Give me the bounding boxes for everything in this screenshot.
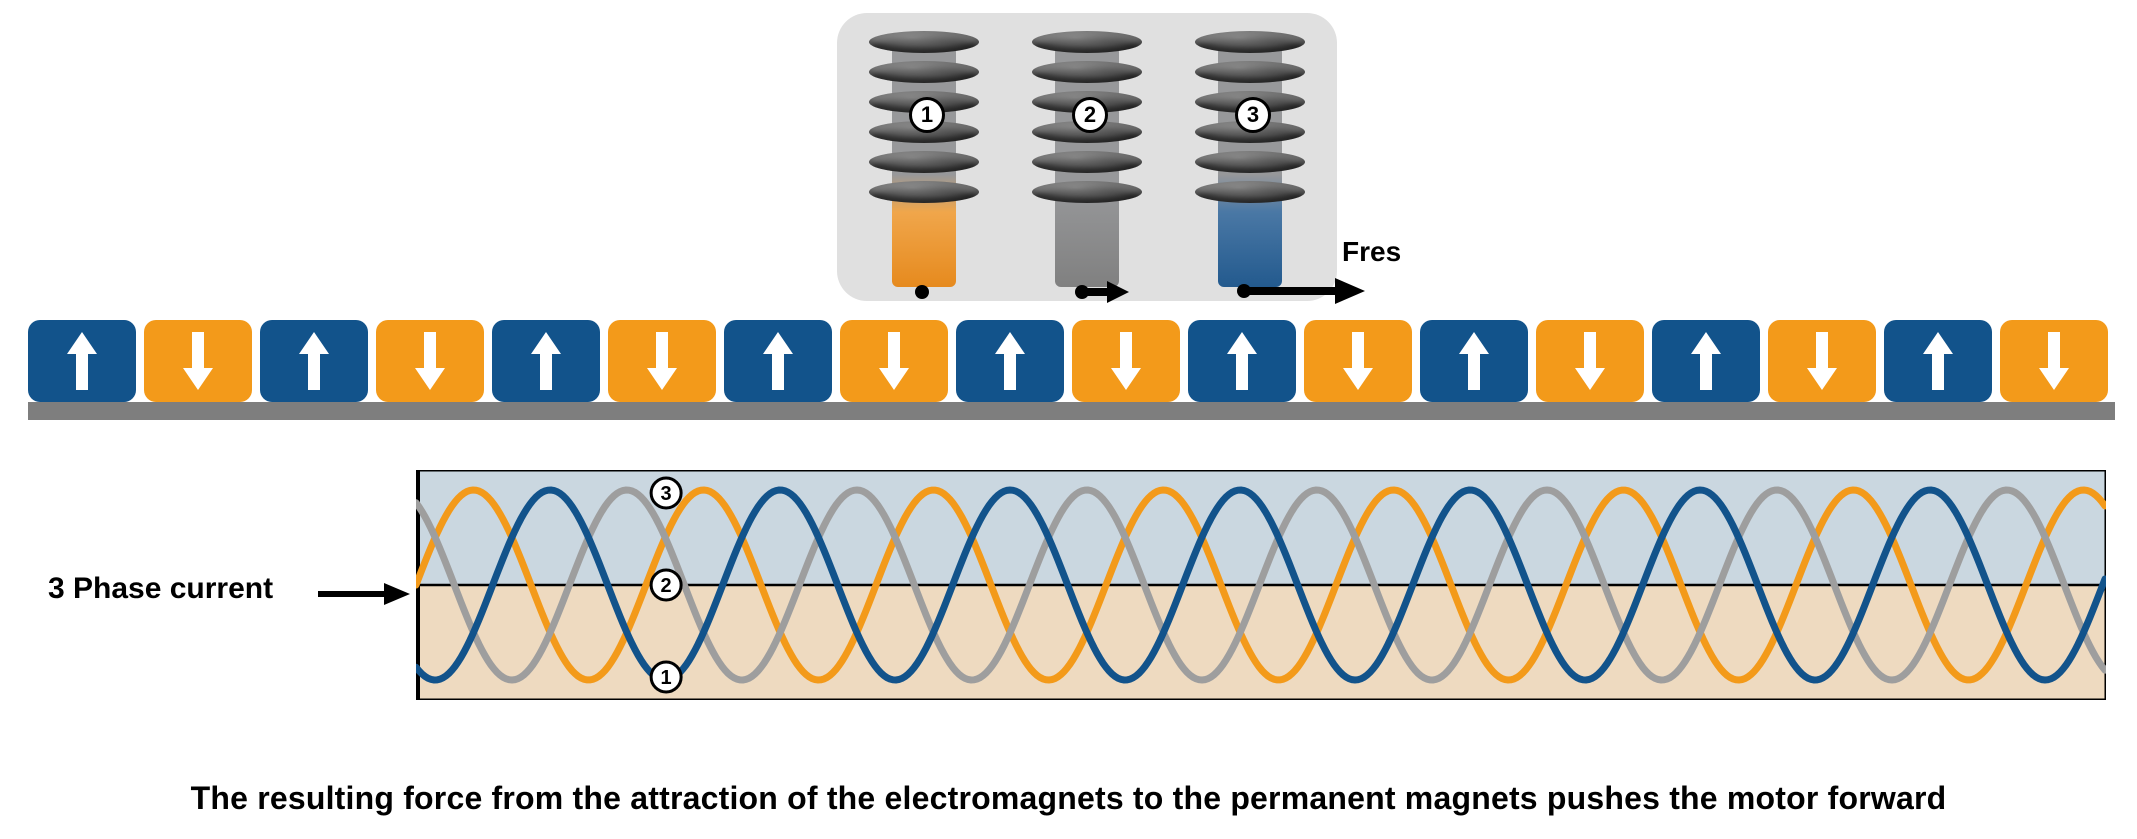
waveform-label: 3 Phase current [48, 572, 273, 606]
force-dot-1 [915, 285, 929, 299]
fres-label: Fres [1342, 236, 1401, 268]
magnet-row [28, 320, 2115, 402]
track-rail [28, 402, 2115, 420]
svg-text:3: 3 [661, 483, 672, 505]
coil-3-badge: 3 [1235, 97, 1271, 133]
force-arrow-fres [1235, 276, 1365, 306]
coil-1-badge: 1 [909, 97, 945, 133]
magnet-south [1536, 320, 1644, 402]
caption-text: The resulting force from the attraction … [0, 780, 2137, 817]
svg-text:2: 2 [661, 575, 672, 597]
arrow-right-icon [318, 582, 410, 606]
magnet-north [956, 320, 1064, 402]
magnet-south [376, 320, 484, 402]
magnet-south [840, 320, 948, 402]
coil-3: 3 [1195, 37, 1305, 287]
magnet-south [1768, 320, 1876, 402]
magnet-north [1884, 320, 1992, 402]
coil-2-badge: 2 [1072, 97, 1108, 133]
magnet-south [144, 320, 252, 402]
magnet-north [28, 320, 136, 402]
force-arrow-2 [1073, 278, 1129, 306]
magnet-north [492, 320, 600, 402]
magnet-north [1420, 320, 1528, 402]
coil-1: 1 [869, 37, 979, 287]
magnet-north [260, 320, 368, 402]
waveform-panel: 3 2 1 [416, 470, 2106, 700]
svg-text:1: 1 [661, 667, 672, 689]
magnet-north [1188, 320, 1296, 402]
magnet-south [1072, 320, 1180, 402]
mover-panel: 1 2 3 [837, 13, 1337, 301]
magnet-north [724, 320, 832, 402]
magnet-south [2000, 320, 2108, 402]
magnet-south [1304, 320, 1412, 402]
coil-2: 2 [1032, 37, 1142, 287]
magnet-south [608, 320, 716, 402]
waveform-svg: 3 2 1 [416, 470, 2106, 700]
magnet-north [1652, 320, 1760, 402]
